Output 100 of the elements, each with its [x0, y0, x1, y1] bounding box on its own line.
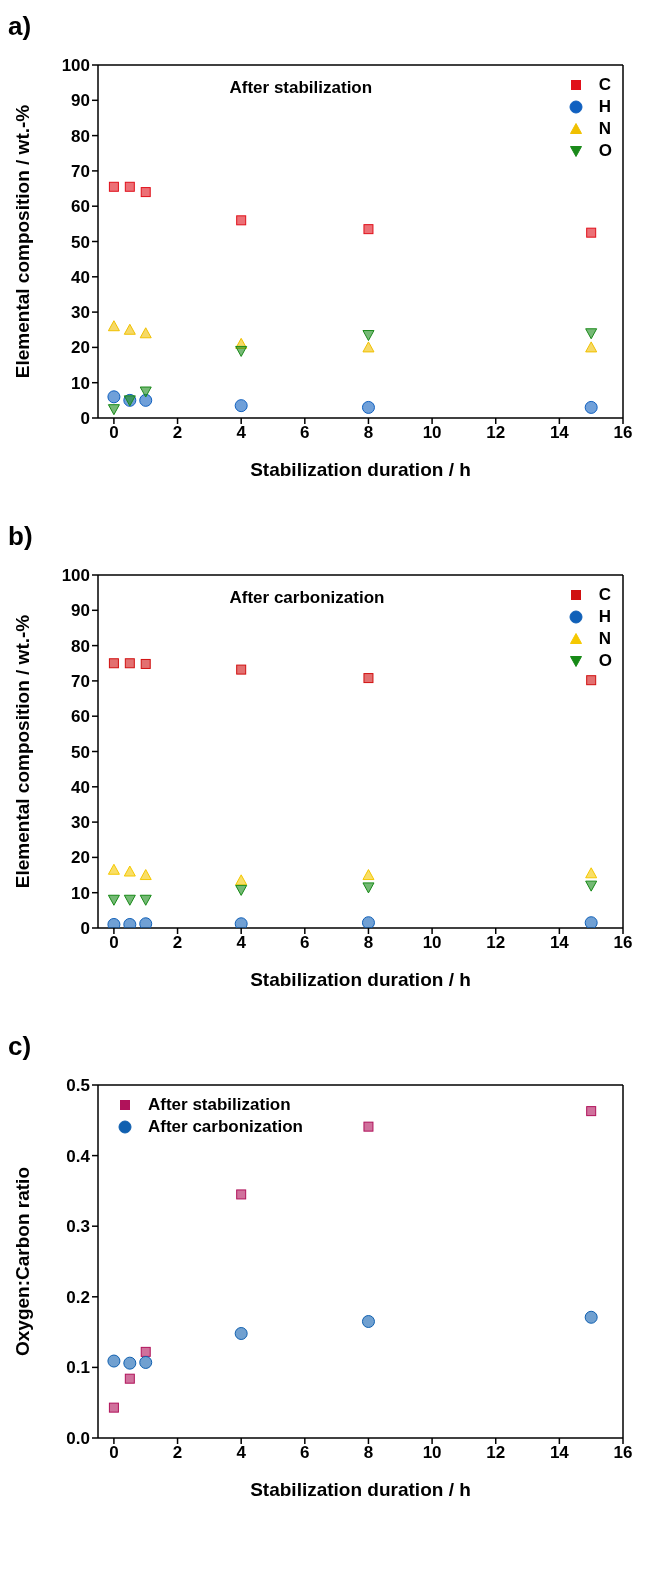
point: [123, 1356, 137, 1370]
point: [362, 882, 375, 894]
x-axis-title: Stabilization duration / h: [250, 969, 471, 990]
y-tick-label: 80: [71, 636, 90, 656]
y-tick-label: 70: [71, 671, 90, 691]
point: [586, 227, 597, 238]
point: [584, 916, 598, 928]
point: [235, 884, 248, 896]
x-axis-title: Stabilization duration / h: [250, 1479, 471, 1500]
chart-title: c): [8, 1030, 33, 1063]
x-axis-title: Stabilization duration / h: [250, 459, 471, 480]
point: [123, 894, 136, 906]
y-tick-label: 20: [71, 338, 90, 358]
legend-label: H: [598, 97, 612, 117]
x-tick-label: 2: [172, 1443, 183, 1463]
x-tick-label: 4: [236, 933, 247, 953]
y-tick-label: 70: [71, 161, 90, 181]
legend-label: C: [598, 585, 612, 605]
point: [585, 328, 598, 340]
point: [123, 323, 136, 335]
x-tick-label: 0: [109, 1443, 119, 1463]
annotation: After carbonization: [229, 588, 385, 608]
chart-title: a): [8, 10, 33, 43]
x-tick-label: 0: [109, 423, 119, 443]
point: [107, 320, 120, 332]
point: [139, 917, 153, 928]
y-tick-label: 0.3: [66, 1217, 90, 1237]
point: [107, 894, 120, 906]
x-tick-label: 8: [363, 933, 374, 953]
point: [107, 404, 120, 416]
point: [236, 664, 247, 675]
y-tick-label: 0.4: [66, 1146, 91, 1166]
y-tick-label: 90: [71, 91, 90, 111]
point: [363, 1121, 374, 1132]
legend-label: O: [598, 651, 612, 671]
x-tick-label: 16: [613, 933, 633, 953]
point: [585, 867, 598, 879]
x-tick-label: 16: [613, 1443, 633, 1463]
y-tick-label: 30: [71, 303, 90, 323]
x-tick-label: 10: [422, 933, 442, 953]
point: [363, 224, 374, 235]
x-tick-label: 4: [236, 423, 247, 443]
point: [362, 869, 375, 881]
point: [107, 917, 121, 928]
point: [584, 1310, 598, 1324]
point: [139, 327, 152, 339]
y-tick-label: 30: [71, 813, 90, 833]
point: [107, 1354, 121, 1368]
x-tick-label: 12: [486, 933, 506, 953]
x-tick-label: 2: [172, 423, 183, 443]
y-tick-label: 50: [71, 742, 90, 762]
legend-label: C: [598, 75, 612, 95]
point: [235, 874, 248, 886]
x-tick-label: 6: [300, 933, 310, 953]
point: [236, 1189, 247, 1200]
legend-label: After carbonization: [148, 1117, 303, 1137]
point: [363, 673, 374, 684]
point: [124, 181, 135, 192]
legend-label: After stabilization: [148, 1095, 291, 1115]
point: [123, 917, 137, 928]
y-tick-label: 40: [71, 777, 90, 797]
point: [236, 215, 247, 226]
x-tick-label: 2: [172, 933, 183, 953]
point: [586, 675, 597, 686]
annotation: After stabilization: [229, 78, 373, 98]
x-tick-label: 12: [486, 1443, 506, 1463]
legend-label: N: [598, 629, 612, 649]
y-tick-label: 0.0: [66, 1429, 90, 1449]
y-tick-label: 100: [61, 56, 90, 76]
y-tick-label: 0.2: [66, 1287, 90, 1307]
point: [139, 386, 152, 398]
y-tick-label: 10: [71, 883, 90, 903]
legend-label: H: [598, 607, 612, 627]
point: [139, 1355, 153, 1369]
point: [140, 1346, 151, 1357]
y-axis-title: Elemental composition / wt.-%: [11, 614, 33, 889]
y-tick-label: 50: [71, 232, 90, 252]
y-tick-label: 0.1: [66, 1358, 90, 1378]
point: [234, 1327, 248, 1341]
point: [124, 658, 135, 669]
y-tick-label: 0: [80, 409, 90, 429]
y-tick-label: 60: [71, 707, 90, 727]
point: [107, 863, 120, 875]
point: [124, 1373, 135, 1384]
point: [584, 400, 598, 414]
point: [362, 330, 375, 342]
y-axis-title: Elemental composition / wt.-%: [11, 104, 33, 379]
x-tick-label: 8: [363, 1443, 374, 1463]
y-axis-title: Oxygen:Carbon ratio: [11, 1167, 33, 1356]
x-tick-label: 14: [549, 933, 570, 953]
y-tick-label: 60: [71, 197, 90, 217]
point: [362, 341, 375, 353]
x-tick-label: 14: [549, 423, 570, 443]
x-tick-label: 10: [422, 423, 442, 443]
y-tick-label: 20: [71, 848, 90, 868]
x-tick-label: 0: [109, 933, 119, 953]
x-tick-label: 6: [300, 1443, 310, 1463]
y-tick-label: 0.5: [66, 1076, 90, 1096]
legend-label: N: [598, 119, 612, 139]
point: [140, 187, 151, 198]
